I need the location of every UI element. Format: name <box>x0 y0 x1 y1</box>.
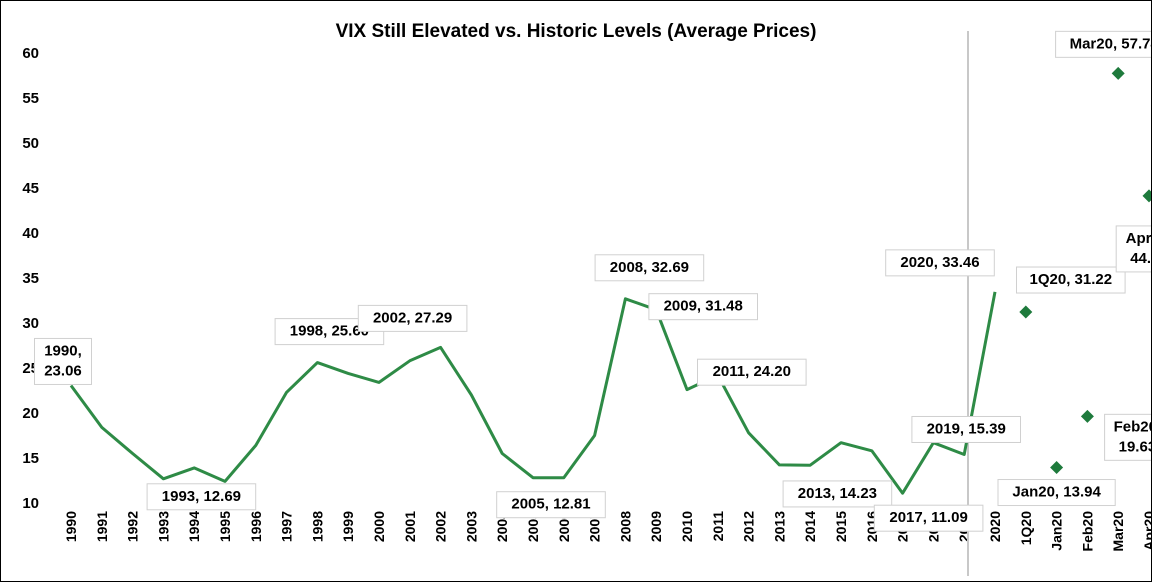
data-label-text: 2008, 32.69 <box>610 259 689 276</box>
x-tick-label: 2020 <box>987 511 1003 542</box>
data-label-text: Mar20, 57.74 <box>1070 35 1151 52</box>
y-tick-label: 30 <box>22 315 39 332</box>
data-label-text: 1998, 25.60 <box>290 323 369 340</box>
data-label-text: 1990, <box>44 342 82 359</box>
data-label-2011: 2011, 24.20 <box>697 358 807 386</box>
y-tick-label: 45 <box>22 180 39 197</box>
marker-feb20 <box>1080 409 1094 423</box>
x-tick-label: 1998 <box>309 511 325 542</box>
x-tick-label: 1991 <box>94 511 110 542</box>
y-tick-label: 50 <box>22 135 39 152</box>
x-tick-label: 2012 <box>741 511 757 542</box>
data-label-jan20: Jan20, 13.94 <box>997 479 1116 507</box>
y-tick-label: 60 <box>22 45 39 62</box>
y-tick-label: 20 <box>22 405 39 422</box>
x-tick-label: 2002 <box>433 511 449 542</box>
x-axis: 1990 1991 1992 1993 1994 1995 1996 1997 1998 1999… <box>63 511 1151 552</box>
data-label-2005: 2005, 12.81 <box>496 491 606 519</box>
x-tick-label: 2007 <box>587 511 603 542</box>
data-label-text: 44.12 <box>1130 250 1151 267</box>
data-label-2019: 2019, 15.39 <box>911 415 1022 443</box>
data-label-feb20: Feb20, 19.63 <box>1104 413 1151 461</box>
data-label-2009: 2009, 31.48 <box>648 293 759 321</box>
x-tick-label: 2015 <box>833 511 849 542</box>
marker-apr20 <box>1142 189 1151 203</box>
x-tick-label: 1993 <box>155 511 171 542</box>
x-tick-label: 1997 <box>279 511 295 542</box>
data-label-2002: 2002, 27.29 <box>357 304 468 332</box>
data-label-text: 23.06 <box>44 362 82 379</box>
y-tick-label: 55 <box>22 90 39 107</box>
data-label-text: 1993, 12.69 <box>162 488 241 505</box>
x-tick-label: 1994 <box>186 511 202 542</box>
x-tick-label: Mar20 <box>1110 511 1126 552</box>
x-tick-label: 2013 <box>771 511 787 542</box>
data-label-2013: 2013, 14.23 <box>782 480 893 508</box>
x-tick-label: 2006 <box>556 511 572 542</box>
x-tick-label: 1996 <box>248 511 264 542</box>
data-label-2020: 2020, 33.46 <box>885 249 995 277</box>
data-label-text: 1Q20, 31.22 <box>1030 271 1113 288</box>
x-tick-label: 1992 <box>125 511 141 542</box>
data-label-text: 2017, 11.09 <box>889 509 967 526</box>
x-tick-label: Apr20 <box>1141 511 1151 551</box>
data-label-2008: 2008, 32.69 <box>594 254 705 282</box>
y-tick-label: 10 <box>22 495 39 512</box>
x-tick-label: 2005 <box>525 511 541 542</box>
data-label-text: 2005, 12.81 <box>511 496 590 513</box>
data-label-1990: 1990, 23.06 <box>34 337 92 385</box>
annual-vix-line <box>69 291 997 495</box>
y-tick-label: 35 <box>22 270 39 287</box>
data-label-apr20: Apr20, 44.12 <box>1115 225 1151 273</box>
x-tick-label: 2000 <box>371 511 387 542</box>
data-label-text: Feb20, <box>1114 418 1151 435</box>
x-tick-label: 2011 <box>710 511 726 542</box>
data-label-text: 2002, 27.29 <box>373 309 452 326</box>
data-label-text: 2019, 15.39 <box>927 420 1006 437</box>
x-tick-label: 1990 <box>63 511 79 542</box>
data-label-1998: 1998, 25.60 <box>274 318 385 346</box>
data-label-text: 2013, 14.23 <box>798 485 877 502</box>
x-tick-label: Jan20 <box>1049 511 1065 551</box>
x-tick-label: 2001 <box>402 511 418 542</box>
x-tick-label: 2008 <box>617 511 633 542</box>
y-tick-label: 15 <box>22 450 39 467</box>
data-label-1q20: 1Q20, 31.22 <box>1016 266 1126 294</box>
y-tick-label: 40 <box>22 225 39 242</box>
data-label-text: Apr20, <box>1126 230 1151 247</box>
marker-1q20 <box>1019 305 1033 319</box>
data-label-text: 2009, 31.48 <box>664 298 743 315</box>
x-tick-label: 2010 <box>679 511 695 542</box>
data-label-mar20: Mar20, 57.74 <box>1055 30 1151 58</box>
x-tick-label: 2009 <box>648 511 664 542</box>
x-tick-label: 2004 <box>494 511 510 542</box>
data-label-text: Jan20, 13.94 <box>1012 484 1101 501</box>
data-label-text: 19.63 <box>1119 438 1151 455</box>
x-tick-label: 2003 <box>463 511 479 542</box>
marker-mar20 <box>1111 66 1125 80</box>
data-label-2017: 2017, 11.09 <box>873 504 984 532</box>
x-tick-label: 2014 <box>802 511 818 542</box>
chart-title: VIX Still Elevated vs. Historic Levels (… <box>336 21 817 42</box>
x-tick-label: 1999 <box>340 511 356 542</box>
data-label-text: 2020, 33.46 <box>900 254 979 271</box>
x-tick-label: 1Q20 <box>1018 511 1034 545</box>
x-tick-label: 1995 <box>217 511 233 542</box>
marker-jan20 <box>1050 461 1064 475</box>
monthly-markers <box>1019 66 1151 475</box>
data-label-text: 2011, 24.20 <box>713 363 791 380</box>
x-tick-label: Feb20 <box>1079 511 1095 552</box>
data-label-1993: 1993, 12.69 <box>146 483 257 511</box>
